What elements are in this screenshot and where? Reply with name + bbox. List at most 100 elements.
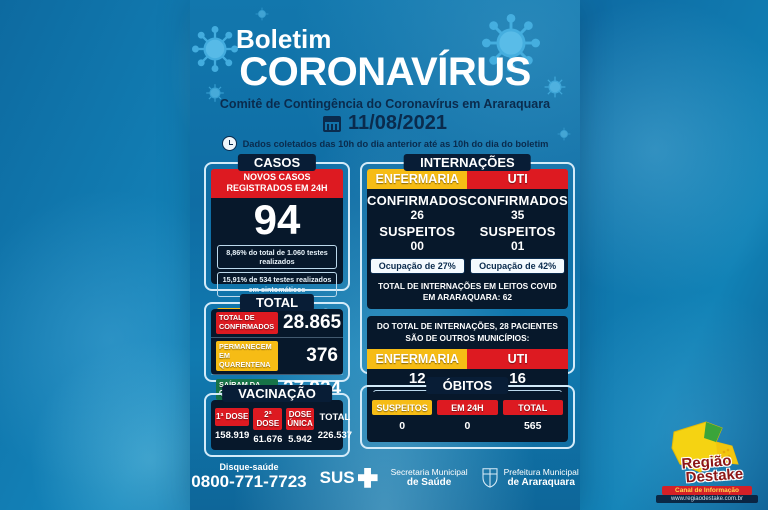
prefeitura-text: Prefeitura Municipal de Araraquara <box>504 467 579 489</box>
suspeitos-label: SUSPEITOS <box>479 224 556 239</box>
virus-icon <box>482 14 540 72</box>
dose1-label: 1ª DOSE <box>215 408 250 426</box>
enfermaria-suspeitos-value: 00 <box>410 239 424 253</box>
total-confirmed-label: TOTAL DE CONFIRMADOS <box>216 312 278 334</box>
right-column: INTERNAÇÕES ENFERMARIA UTI CONFIRMADOS 2… <box>360 154 575 457</box>
dose-unica-label: DOSE ÚNICA <box>286 408 314 431</box>
suspeitos-label: SUSPEITOS <box>379 224 456 239</box>
internacoes-total-note: TOTAL DE INTERNAÇÕES EM LEITOS COVID EM … <box>378 281 557 303</box>
dose2-value: 61.676 <box>253 434 283 446</box>
internacoes-section: INTERNAÇÕES ENFERMARIA UTI CONFIRMADOS 2… <box>360 154 575 440</box>
obitos-24h-value: 0 <box>464 420 471 432</box>
dose2-column: 2ª DOSE 61.676 <box>253 408 283 446</box>
watermark-site: www.regiaodestake.com.br <box>656 495 758 503</box>
total-row: TOTAL DE CONFIRMADOS 28.865 <box>211 309 343 337</box>
vacinacao-panel: 1ª DOSE 158.919 2ª DOSE 61.676 DOSE ÚNIC… <box>211 400 352 450</box>
secretaria-line2: de Saúde <box>406 476 452 488</box>
virus-icon <box>206 84 224 102</box>
outros-enfermaria-value: 12 <box>408 369 426 387</box>
outros-enfermaria-header: ENFERMARIA <box>367 348 468 369</box>
sus-logo: SUS <box>319 467 378 488</box>
title-line1: Boletim <box>236 24 332 54</box>
dose1-value: 158.919 <box>215 430 250 441</box>
new-cases-value: 94 <box>253 195 301 243</box>
outros-ward-headers: ENFERMARIA UTI <box>367 348 568 369</box>
casos-section: CASOS NOVOS CASOS REGISTRADOS EM 24H 94 … <box>204 154 350 333</box>
obitos-section: ÓBITOS SUSPEITOS 0 EM 24H 0 TOTAL <box>360 377 575 449</box>
sus-text: SUS <box>319 467 355 487</box>
bulletin-date: 11/08/2021 <box>348 112 447 134</box>
vacinacao-grid: 1ª DOSE 158.919 2ª DOSE 61.676 DOSE ÚNIC… <box>211 400 352 449</box>
secretaria-line1: Secretaria Municipal <box>390 466 468 477</box>
collection-note: Dados coletados das 10h do dia anterior … <box>242 138 549 149</box>
obitos-panel: SUSPEITOS 0 EM 24H 0 TOTAL 565 <box>367 392 568 442</box>
prefeitura-line2: de Araraquara <box>507 476 575 488</box>
outros-heading: DO TOTAL DE INTERNAÇÕES, 28 PACIENTES SÃ… <box>376 321 558 343</box>
watermark-tagline: Canal de Informação <box>662 486 752 495</box>
casos-title: CASOS <box>237 154 317 171</box>
uti-ocupacao: Ocupação de 42% <box>470 258 566 274</box>
secretaria-block: Secretaria Municipal de Saúde <box>391 467 468 489</box>
calendar-icon <box>323 115 341 132</box>
vacinacao-section: VACINAÇÃO 1ª DOSE 158.919 2ª DOSE 61.676… <box>204 385 352 457</box>
obitos-total-column: TOTAL 565 <box>502 400 563 432</box>
uti-confirmados-value: 35 <box>510 208 525 222</box>
dose-unica-column: DOSE ÚNICA 5.942 <box>286 408 314 445</box>
enfermaria-confirmados-value: 26 <box>410 208 424 222</box>
dose2-label: 2ª DOSE <box>253 408 283 431</box>
uti-suspeitos-value: 01 <box>510 239 525 253</box>
vacinacao-total-value: 226.537 <box>317 430 353 441</box>
obitos-suspeitos-column: SUSPEITOS 0 <box>372 400 433 432</box>
state-map-icon <box>671 421 739 473</box>
hotline-number: 0800-771-7723 <box>191 472 307 492</box>
obitos-suspeitos-value: 0 <box>399 420 406 432</box>
tests-total-stat: 8,86% do total de 1.060 testes realizado… <box>217 244 337 270</box>
enfermaria-column: CONFIRMADOS 26 SUSPEITOS 00 Ocupação de … <box>367 193 467 278</box>
regiao-destake-watermark: Região Destake Canal de Informação www.r… <box>648 420 766 506</box>
footer: Disque-saúde 0800-771-7723 SUS Secretari… <box>190 463 580 492</box>
vacinacao-total-label: TOTAL <box>319 411 351 423</box>
uti-header: UTI <box>467 169 568 189</box>
obitos-24h-column: EM 24H 0 <box>437 400 498 432</box>
casos-panel: NOVOS CASOS REGISTRADOS EM 24H 94 8,86% … <box>211 169 343 333</box>
dose1-column: 1ª DOSE 158.919 <box>215 408 250 445</box>
obitos-title: ÓBITOS <box>426 377 509 394</box>
virus-icon <box>557 127 571 141</box>
internacoes-title: INTERNAÇÕES <box>404 154 531 171</box>
internacoes-panel: ENFERMARIA UTI CONFIRMADOS 26 SUSPEITOS … <box>367 169 568 310</box>
obitos-24h-label: EM 24H <box>437 400 498 415</box>
bulletin-panel: Boletim CORONAVÍRUS Comitê de Contingênc… <box>190 0 580 510</box>
collection-note-row: Dados coletados das 10h do dia anterior … <box>190 136 580 151</box>
vacinacao-title: VACINAÇÃO <box>222 385 332 402</box>
prefeitura-block: Prefeitura Municipal de Araraquara <box>481 467 579 489</box>
confirmados-label: CONFIRMADOS <box>367 193 468 208</box>
total-title: TOTAL <box>239 294 315 311</box>
health-hotline: Disque-saúde 0800-771-7723 <box>191 463 306 492</box>
uti-column: CONFIRMADOS 35 SUSPEITOS 01 Ocupação de … <box>467 193 568 278</box>
enfermaria-ocupacao: Ocupação de 27% <box>369 258 465 274</box>
total-panel: TOTAL DE CONFIRMADOS 28.865 PERMANECEM E… <box>211 309 343 400</box>
outros-uti-header: UTI <box>467 348 568 369</box>
hotline-label: Disque-saúde <box>219 462 279 473</box>
outros-uti-value: 16 <box>509 369 526 387</box>
internacoes-grid: CONFIRMADOS 26 SUSPEITOS 00 Ocupação de … <box>367 189 568 278</box>
left-column: CASOS NOVOS CASOS REGISTRADOS EM 24H 94 … <box>204 154 352 457</box>
prefeitura-line1: Prefeitura Municipal <box>503 466 579 477</box>
ward-headers: ENFERMARIA UTI <box>367 169 568 189</box>
in-quarantine-label: PERMANECEM EM QUARENTENA <box>216 341 278 372</box>
total-section: TOTAL TOTAL DE CONFIRMADOS 28.865 PERMAN… <box>204 294 350 400</box>
subtitle: Comitê de Contingência do Coronavírus em… <box>219 97 551 111</box>
virus-icon <box>255 7 269 21</box>
total-row: PERMANECEM EM QUARENTENA 376 <box>211 337 343 374</box>
coat-of-arms-icon <box>482 468 498 488</box>
enfermaria-header: ENFERMARIA <box>367 169 468 189</box>
in-quarantine-value: 376 <box>306 345 338 367</box>
confirmados-label: CONFIRMADOS <box>467 193 568 208</box>
obitos-suspeitos-label: SUSPEITOS <box>372 400 433 415</box>
content-columns: CASOS NOVOS CASOS REGISTRADOS EM 24H 94 … <box>204 154 575 457</box>
sus-cross-icon <box>357 467 378 488</box>
virus-icon <box>544 76 566 98</box>
obitos-total-value: 565 <box>523 420 542 432</box>
new-cases-label: NOVOS CASOS REGISTRADOS EM 24H <box>211 169 343 198</box>
